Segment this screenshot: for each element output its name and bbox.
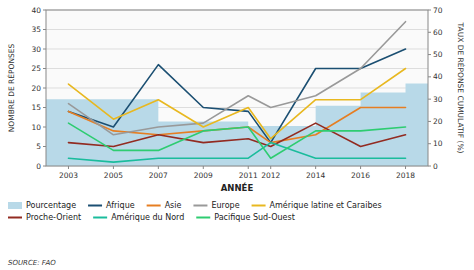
- tick-label: 10: [31, 123, 41, 132]
- legend-label: Amérique latine et Caraibes: [270, 200, 382, 210]
- tick-label: 70: [433, 6, 443, 15]
- legend-item: Pourcentage: [8, 201, 76, 210]
- x-axis: 2003 2005 2007 2009 20112012 2014 2016 2018 ANNÉ…: [59, 166, 415, 193]
- tick-label: 2014: [306, 171, 325, 180]
- legend-item: Amérique du Nord: [93, 212, 184, 222]
- axis-label: NOMBRE DE RÉPONSES: [7, 43, 16, 132]
- tick-label: 2003: [59, 171, 78, 180]
- legend-item: Pacifique Sud-Ouest: [196, 213, 295, 222]
- tick-label: 25: [31, 64, 41, 73]
- tick-label: 2012: [261, 171, 280, 180]
- legend-label: Asie: [165, 201, 182, 210]
- tick: [43, 107, 46, 108]
- grid-line: [46, 68, 428, 69]
- legend-swatch: [196, 217, 210, 219]
- tick: [43, 127, 46, 128]
- legend-item: Asie: [147, 201, 182, 210]
- tick: [428, 32, 431, 33]
- tick: [428, 121, 431, 122]
- y-axis: 0 5 10 15 20 25 30 35 40 NOMBRE DE RÉPONSES: [7, 6, 46, 171]
- axis-label: TAUX DE RÉPONSE CUMULATIF (%): [456, 22, 465, 154]
- legend-item: Europe: [193, 201, 239, 210]
- area: [46, 84, 428, 166]
- legend-swatch: [193, 205, 207, 207]
- tick: [428, 10, 431, 11]
- tick: [428, 76, 431, 77]
- tick: [43, 88, 46, 89]
- tick: [43, 10, 46, 11]
- axis-label: ANNÉE: [221, 182, 254, 193]
- tick: [43, 68, 46, 69]
- tick: [43, 146, 46, 147]
- legend-label: Pacifique Sud-Ouest: [214, 213, 295, 222]
- tick: [428, 143, 431, 144]
- tick-label: 2009: [194, 171, 213, 180]
- chart: 200320052007200920112012201420162018ANNÉ…: [0, 0, 474, 270]
- legend-label: Pourcentage: [26, 201, 76, 210]
- tick-label: 5: [36, 142, 41, 151]
- tick-label: 50: [433, 50, 443, 59]
- plot-background: [46, 10, 428, 166]
- tick-label: 0: [433, 162, 438, 171]
- legend-swatch: [147, 205, 161, 207]
- tick-label: 30: [31, 45, 41, 54]
- tick-label: 40: [31, 6, 41, 15]
- tick: [428, 166, 431, 167]
- legend-item: Afrique: [88, 201, 135, 210]
- grid-line: [46, 29, 428, 30]
- tick: [158, 166, 159, 169]
- annotation: SOURCE: FAO: [8, 259, 56, 267]
- legend-swatch: [252, 205, 266, 207]
- tick-label: 30: [433, 95, 443, 104]
- tick-label: 40: [433, 72, 443, 81]
- tick-label: 2018: [396, 171, 415, 180]
- grid-line: [46, 49, 428, 50]
- tick: [315, 166, 316, 169]
- plot-frame: [46, 10, 428, 166]
- grid: [46, 10, 428, 166]
- legend-label: Europe: [211, 201, 239, 210]
- tick: [203, 166, 204, 169]
- tick-label: 20: [433, 117, 443, 126]
- tick-label: 20: [31, 84, 41, 93]
- tick: [43, 49, 46, 50]
- tick: [248, 166, 249, 169]
- tick: [405, 166, 406, 169]
- tick: [428, 99, 431, 100]
- tick: [360, 166, 361, 169]
- line: [68, 123, 405, 146]
- tick-label: 60: [433, 28, 443, 37]
- legend-swatch: [88, 205, 102, 207]
- legend-item: Amérique latine et Caraibes: [252, 200, 382, 210]
- line: [68, 143, 405, 163]
- legend: Pourcentage Afrique Asie Europe Amérique lat…: [8, 200, 382, 222]
- tick-label: 10: [433, 139, 443, 148]
- legend-swatch: [8, 202, 22, 209]
- tick-label: 15: [31, 103, 41, 112]
- y2-axis: 0 10 20 30 40 50 60 70 TAUX DE RÉPONSE CUMULATIF…: [428, 6, 465, 171]
- tick-label: 35: [31, 25, 41, 34]
- tick-label: 2005: [104, 171, 123, 180]
- legend-item: Proche-Orient: [8, 213, 81, 222]
- tick: [113, 166, 114, 169]
- legend-swatch: [93, 217, 107, 219]
- tick-label: 2011: [239, 171, 258, 180]
- legend-label: Afrique: [106, 201, 135, 210]
- tick-label: 2007: [149, 171, 168, 180]
- tick: [428, 54, 431, 55]
- tick: [270, 166, 271, 169]
- tick: [43, 166, 46, 167]
- tick-label: 0: [36, 162, 41, 171]
- legend-label: Proche-Orient: [26, 213, 81, 222]
- tick: [43, 29, 46, 30]
- line: [68, 123, 405, 158]
- line: [68, 22, 405, 135]
- grid-line: [46, 88, 428, 89]
- legend-label: Amérique du Nord: [111, 212, 184, 222]
- data: [46, 22, 428, 166]
- tick: [68, 166, 69, 169]
- tick-label: 2016: [351, 171, 370, 180]
- legend-swatch: [8, 217, 22, 219]
